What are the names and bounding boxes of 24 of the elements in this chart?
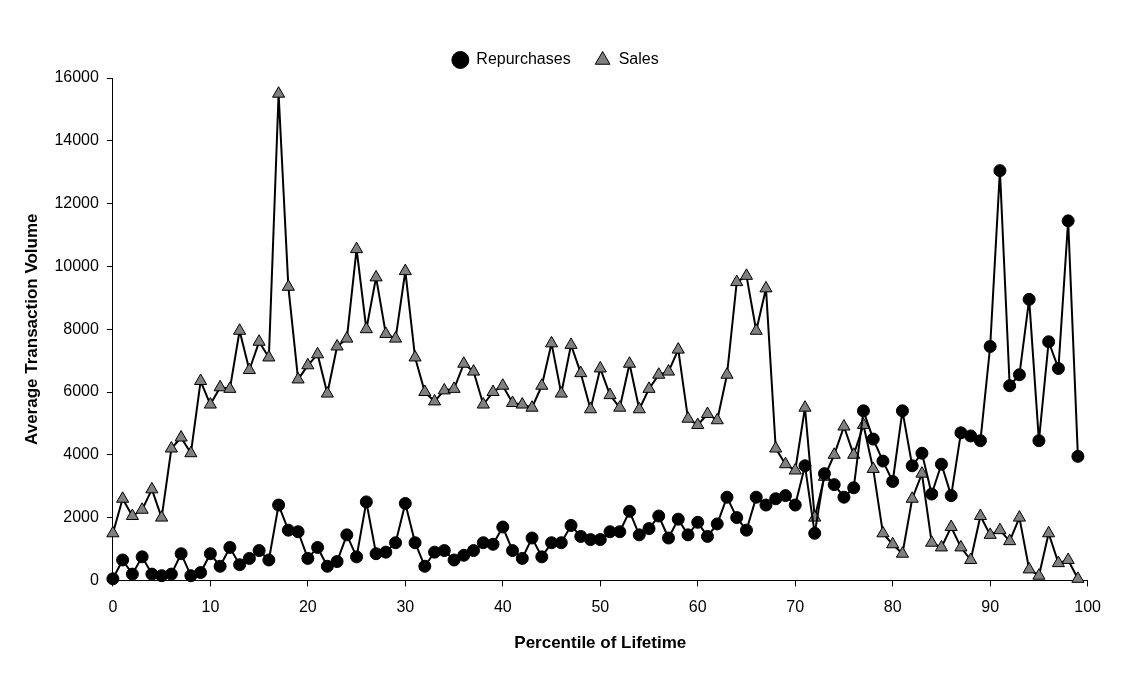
x-tick-label: 80 bbox=[883, 598, 902, 616]
legend-label: Sales bbox=[618, 50, 659, 68]
y-tick-label: 8000 bbox=[63, 319, 99, 337]
y-axis-title: Average Transaction Volume bbox=[21, 213, 41, 445]
y-tick-label: 2000 bbox=[63, 508, 99, 526]
x-axis-title: Percentile of Lifetime bbox=[514, 633, 687, 653]
x-tick-label: 30 bbox=[396, 598, 415, 616]
x-tick-label: 90 bbox=[981, 598, 1000, 616]
x-tick-label: 40 bbox=[493, 598, 512, 616]
x-tick-label: 70 bbox=[786, 598, 805, 616]
y-tick-label: 4000 bbox=[63, 445, 99, 463]
x-tick-label: 0 bbox=[108, 598, 118, 616]
x-tick-label: 60 bbox=[688, 598, 707, 616]
y-tick-label: 14000 bbox=[54, 131, 99, 149]
legend-label: Repurchases bbox=[476, 50, 571, 68]
y-tick-label: 16000 bbox=[54, 68, 99, 86]
y-tick-label: 12000 bbox=[54, 194, 99, 212]
x-tick-label: 100 bbox=[1074, 598, 1102, 616]
y-tick-label: 10000 bbox=[54, 256, 99, 274]
y-tick-label: 6000 bbox=[63, 382, 99, 400]
x-tick-label: 20 bbox=[298, 598, 317, 616]
y-tick-label: 0 bbox=[89, 570, 99, 588]
x-tick-label: 50 bbox=[591, 598, 610, 616]
x-tick-label: 10 bbox=[201, 598, 220, 616]
